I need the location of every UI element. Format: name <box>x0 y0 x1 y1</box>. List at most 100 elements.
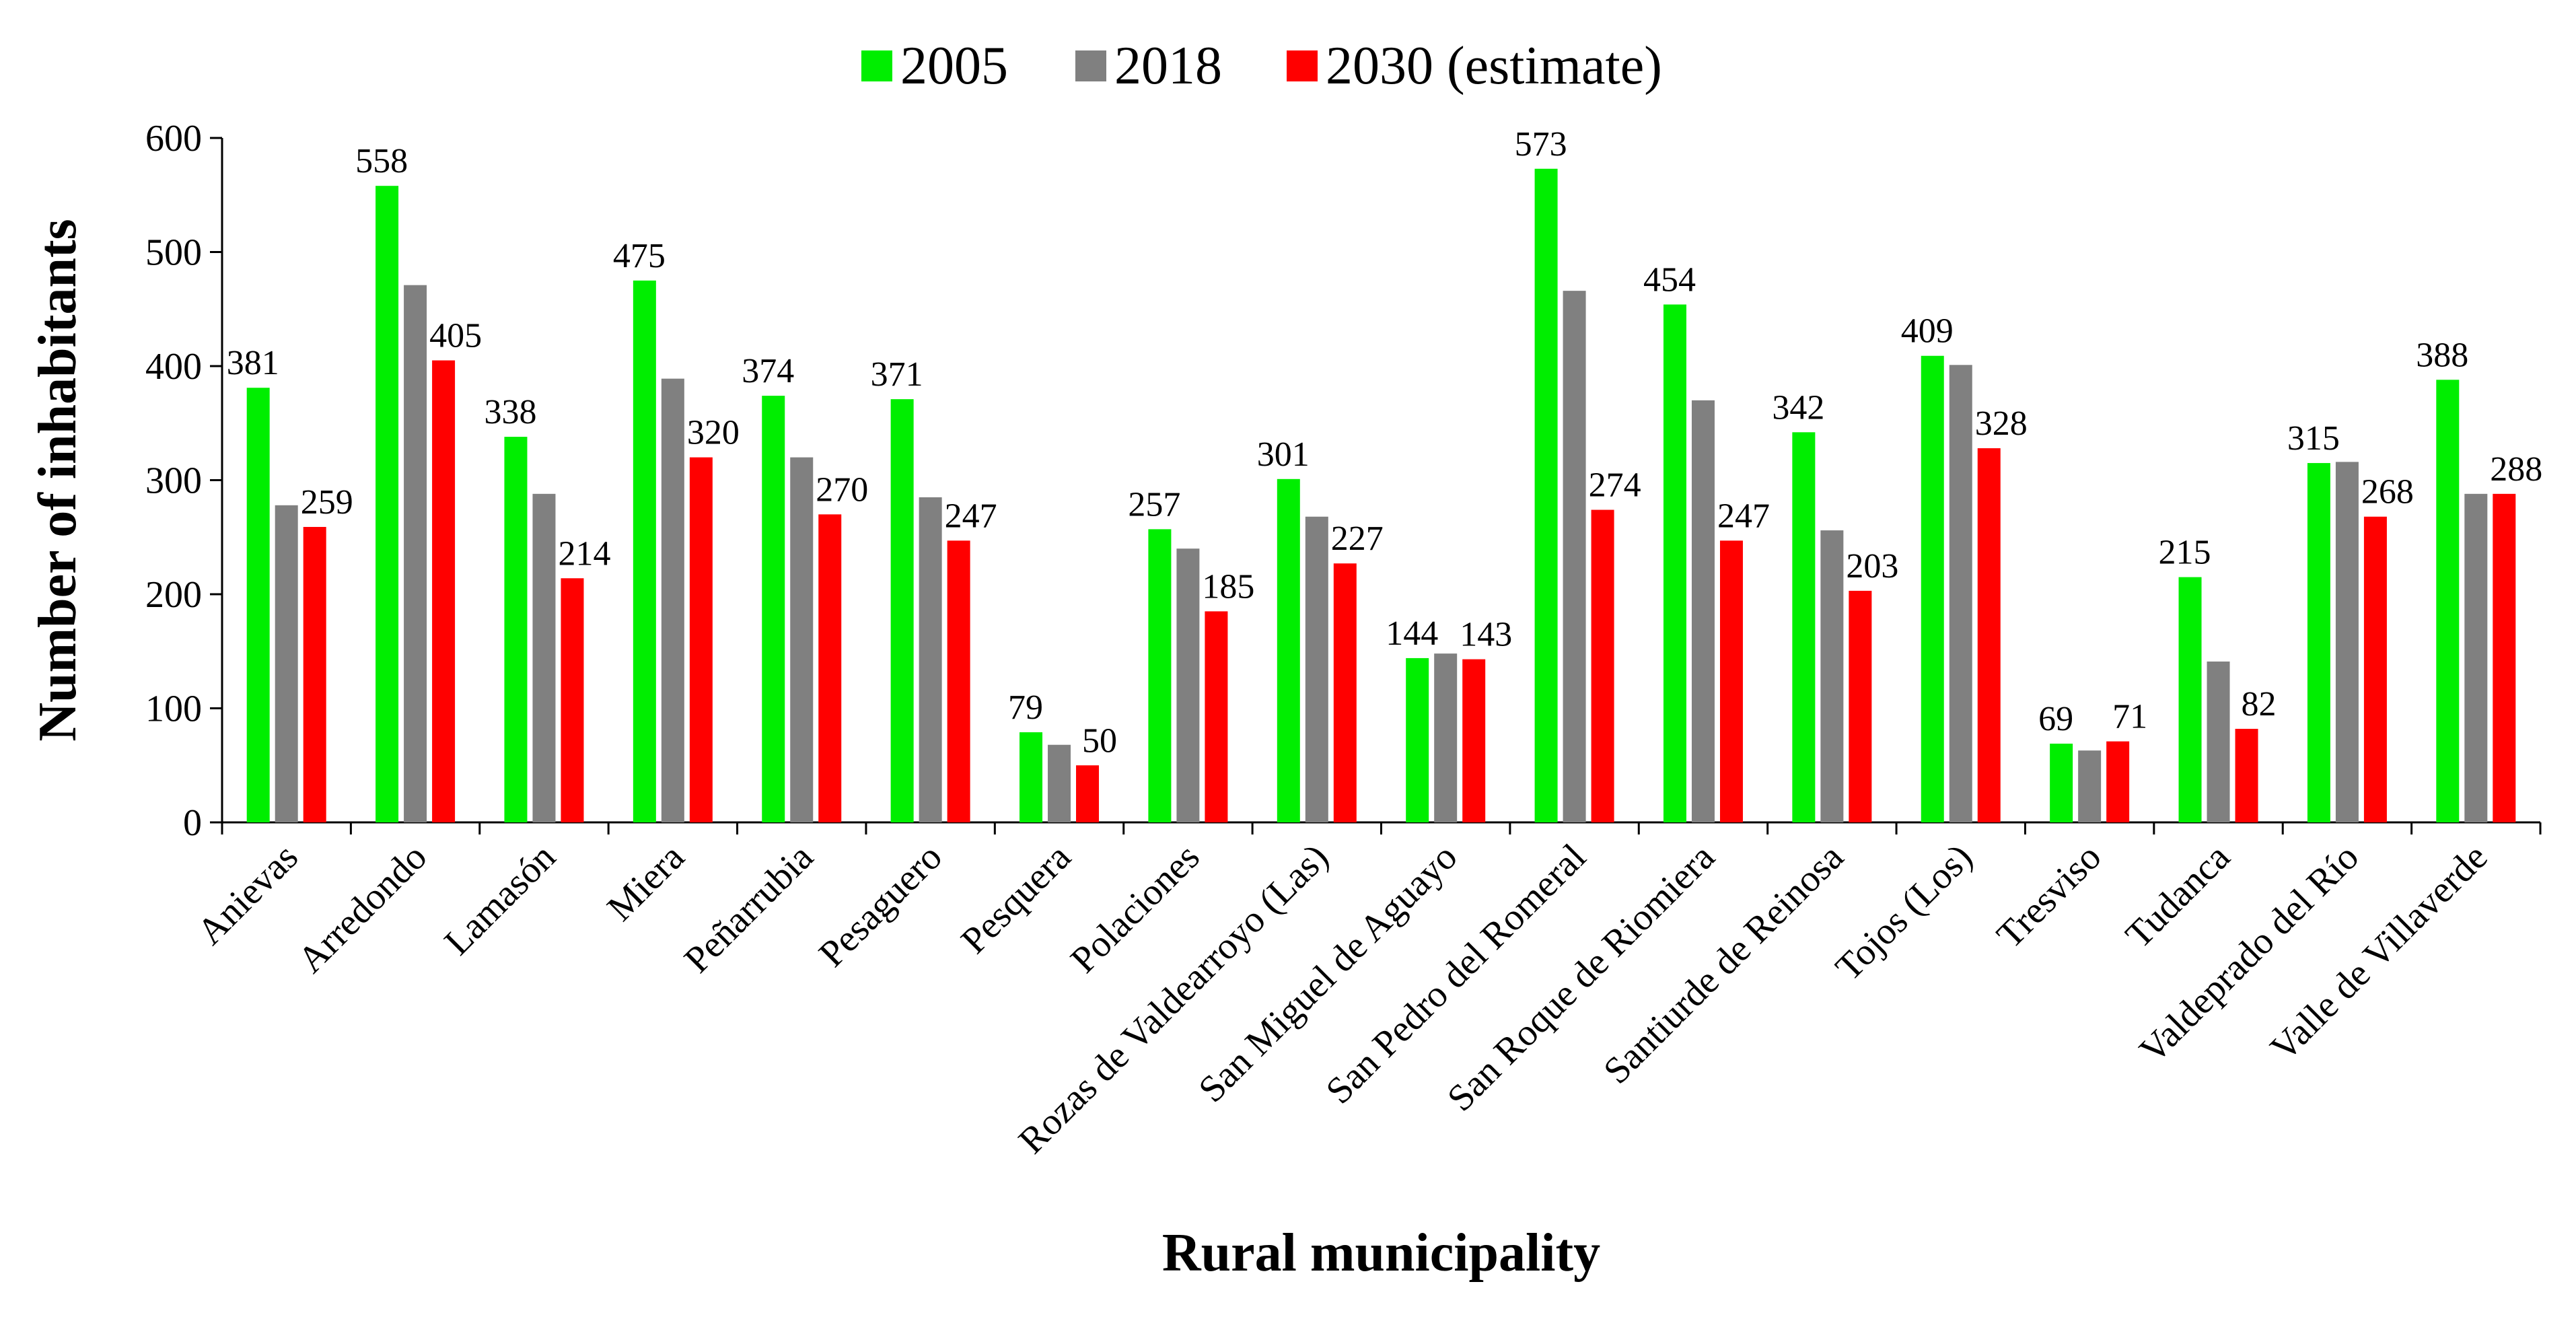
data-label-2005: 374 <box>742 352 794 390</box>
bar-2018-0 <box>275 505 298 822</box>
legend-label: 2018 <box>1114 36 1222 96</box>
category-label: Valle de Villaverde <box>2262 836 2495 1069</box>
bar-2005-0 <box>246 388 270 822</box>
category-label: San Pedro del Romeral <box>1318 836 1594 1112</box>
category-label: San Miguel de Aguayo <box>1191 836 1466 1110</box>
data-label-2030: 247 <box>1717 497 1770 535</box>
y-tick-label: 600 <box>145 118 202 159</box>
bar-2005-2 <box>504 437 528 822</box>
data-label-2030: 247 <box>945 497 997 535</box>
bar-2030-estimate--4 <box>818 514 842 822</box>
bar-2030-estimate--1 <box>432 360 456 822</box>
data-label-2005: 215 <box>2159 534 2211 572</box>
bar-2005-6 <box>1019 732 1043 822</box>
bar-2030-estimate--8 <box>1333 563 1357 822</box>
bar-2030-estimate--17 <box>2493 493 2516 822</box>
data-label-2030: 274 <box>1589 466 1641 505</box>
bar-2018-16 <box>2335 462 2359 822</box>
bar-2005-1 <box>375 186 399 822</box>
axes: 0 100 200 300 400 500 600 <box>145 118 2542 844</box>
data-label-2005: 315 <box>2287 419 2340 458</box>
bar-2005-15 <box>2178 577 2202 822</box>
data-label-2005: 388 <box>2416 336 2468 374</box>
y-tick-label: 0 <box>183 802 202 844</box>
bar-2005-8 <box>1277 478 1300 822</box>
y-tick-label: 300 <box>145 460 202 502</box>
data-label-2030: 259 <box>301 483 353 522</box>
category-label: Valdeprado del Río <box>2132 836 2367 1071</box>
bar-2030-estimate--13 <box>1977 448 2001 822</box>
data-label-2005: 381 <box>227 344 279 382</box>
bar-2018-13 <box>1949 365 1972 822</box>
data-label-2030: 143 <box>1460 616 1512 654</box>
data-label-2030: 288 <box>2490 450 2542 489</box>
category-label: Peñarrubia <box>676 836 821 981</box>
data-label-2005: 301 <box>1257 435 1310 474</box>
data-label-2030: 50 <box>1082 721 1117 760</box>
bar-2005-4 <box>762 396 785 822</box>
bar-2030-estimate--2 <box>561 578 584 822</box>
bar-2018-15 <box>2207 662 2230 822</box>
bar-2005-16 <box>2307 463 2330 822</box>
data-label-2030: 405 <box>429 317 482 355</box>
data-label-2005: 573 <box>1515 125 1567 164</box>
category-label: Pesaguero <box>811 836 950 975</box>
data-label-2005: 79 <box>1008 688 1043 727</box>
y-tick-label: 200 <box>145 574 202 616</box>
category-label: Santiurde de Reinosa <box>1596 836 1851 1092</box>
data-label-2005: 454 <box>1643 260 1696 299</box>
bar-2005-13 <box>1921 355 1944 822</box>
category-label: Miera <box>600 836 692 929</box>
bar-2030-estimate--0 <box>303 526 326 822</box>
bar-2018-4 <box>790 457 814 822</box>
bar-2018-7 <box>1176 548 1200 822</box>
data-label-2030: 82 <box>2242 685 2277 723</box>
data-label-2005: 69 <box>2038 700 2073 738</box>
y-axis-title: Number of inhabitants <box>28 219 87 741</box>
bar-2018-3 <box>661 378 684 822</box>
category-label: Lamasón <box>437 836 564 963</box>
bar-2005-3 <box>633 280 656 822</box>
bar-2030-estimate--6 <box>1076 765 1100 822</box>
category-label: Tojos (Los) <box>1828 836 1980 989</box>
data-label-2005: 342 <box>1772 388 1824 427</box>
legend: 2005 2018 2030 (estimate) <box>861 36 1662 96</box>
bar-2030-estimate--10 <box>1591 509 1614 822</box>
bar-2018-2 <box>532 493 556 822</box>
bar-2005-11 <box>1663 304 1686 823</box>
x-axis-title: Rural municipality <box>1162 1223 1600 1283</box>
bar-2018-1 <box>404 285 427 822</box>
bar-2018-8 <box>1305 516 1328 822</box>
data-label-2030: 270 <box>816 470 868 509</box>
bar-2018-17 <box>2464 493 2488 822</box>
data-label-2005: 257 <box>1128 485 1180 524</box>
legend-swatch <box>1075 50 1106 81</box>
data-label-2030: 214 <box>558 534 610 573</box>
bar-2005-12 <box>1792 432 1816 822</box>
data-label-2030: 320 <box>687 414 740 452</box>
legend-label: 2005 <box>900 36 1008 96</box>
data-label-2005: 338 <box>484 393 536 431</box>
bar-2018-9 <box>1434 653 1458 822</box>
bar-2005-9 <box>1406 657 1429 822</box>
data-label-2030: 328 <box>1975 404 2028 443</box>
data-label-2030: 268 <box>2361 473 2414 511</box>
bar-2005-7 <box>1148 529 1172 822</box>
bar-2018-5 <box>919 497 942 822</box>
category-label: Anievas <box>189 836 306 953</box>
bar-2030-estimate--7 <box>1205 611 1228 822</box>
bar-2030-estimate--3 <box>689 457 713 822</box>
data-label-2005: 371 <box>871 355 923 394</box>
bar-2005-5 <box>890 399 914 822</box>
data-label-2005: 475 <box>613 237 666 275</box>
legend-swatch <box>1287 50 1318 81</box>
data-label-2005: 558 <box>355 142 408 180</box>
bar-2030-estimate--16 <box>2363 516 2387 822</box>
bar-2030-estimate--12 <box>1849 590 1872 822</box>
legend-swatch <box>861 50 892 81</box>
category-label: Arredondo <box>290 836 435 981</box>
bar-2030-estimate--9 <box>1462 659 1486 822</box>
bar-2030-estimate--15 <box>2235 729 2258 822</box>
